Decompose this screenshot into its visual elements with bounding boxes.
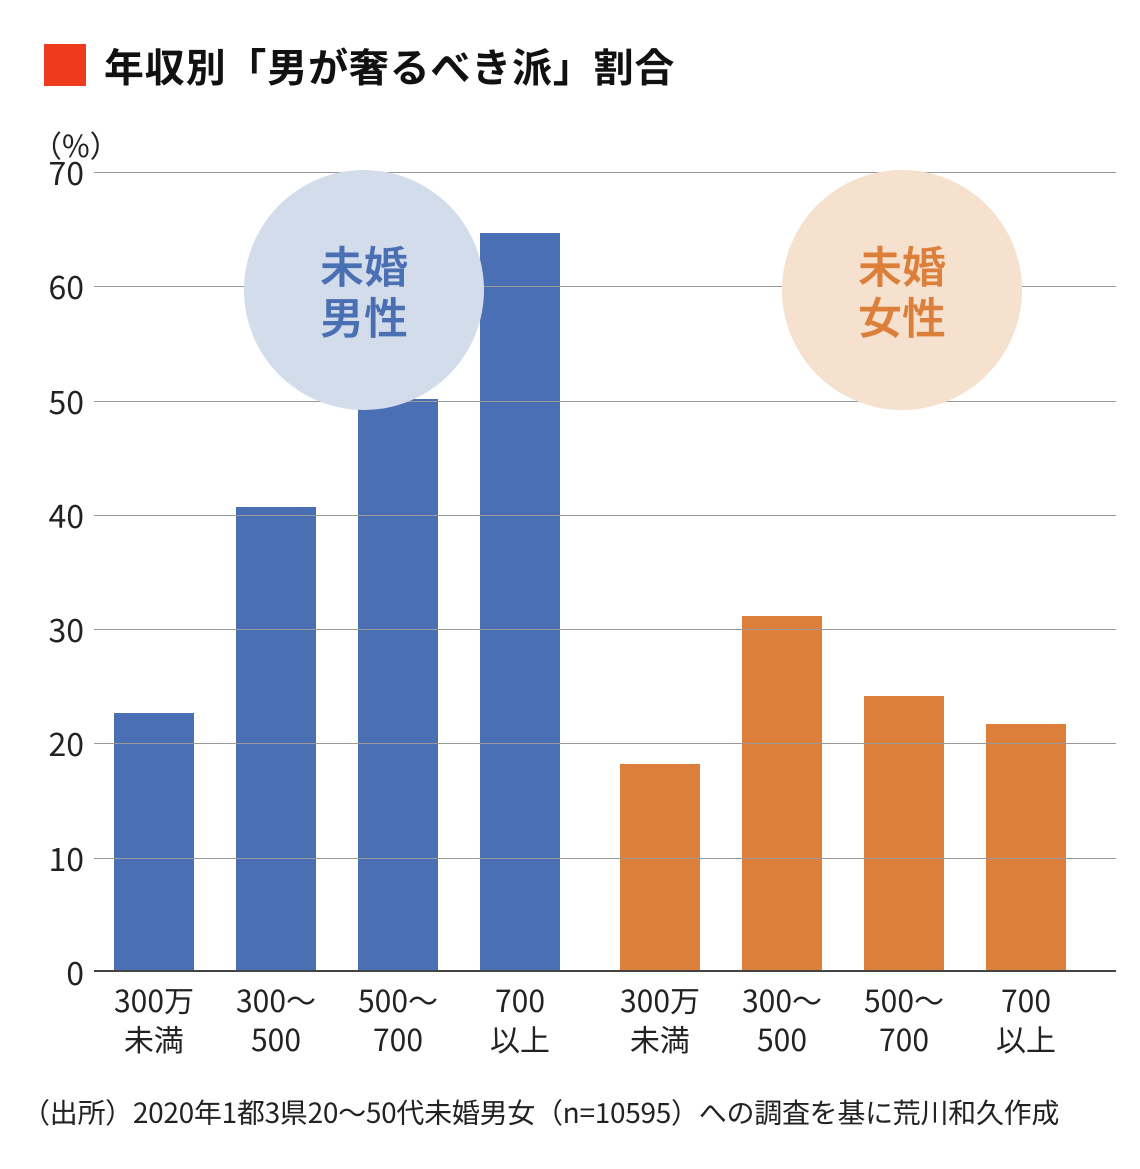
bar-female [620, 764, 700, 970]
y-tick-label: 0 [24, 949, 84, 995]
y-tick-label: 30 [24, 606, 84, 652]
x-label: 300～ 500 [742, 980, 822, 1058]
x-label: 700 以上 [490, 980, 550, 1058]
y-axis: 010203040506070 [24, 172, 94, 972]
bar-male [114, 713, 194, 970]
group-badge-male: 未婚 男性 [244, 170, 484, 410]
gridline [94, 515, 1116, 516]
x-label: 500～ 700 [864, 980, 944, 1058]
x-label: 300～ 500 [236, 980, 316, 1058]
x-label: 300万 未満 [114, 980, 194, 1058]
title-marker-icon [44, 44, 86, 86]
chart-title: 年収別「男が奢るべき派」割合 [104, 36, 675, 94]
y-tick-label: 20 [24, 720, 84, 766]
y-tick-label: 60 [24, 263, 84, 309]
bar-male [236, 507, 316, 970]
y-tick-label: 70 [24, 149, 84, 195]
x-label: 500～ 700 [358, 980, 438, 1058]
gridline [94, 401, 1116, 402]
gridline [94, 172, 1116, 173]
y-axis-unit: （%） [24, 122, 1116, 166]
x-label: 300万 未満 [620, 980, 700, 1058]
bar-male [480, 233, 560, 970]
gridline [94, 858, 1116, 859]
group-badge-female: 未婚 女性 [782, 170, 1022, 410]
bar-female [986, 724, 1066, 970]
bar-female [864, 696, 944, 970]
bar-female [742, 616, 822, 970]
y-tick-label: 10 [24, 835, 84, 881]
gridline [94, 629, 1116, 630]
y-tick-label: 40 [24, 492, 84, 538]
chart-area: 010203040506070 未婚 男性未婚 女性 300万 未満300～ 5… [24, 172, 1116, 972]
chart-title-row: 年収別「男が奢るべき派」割合 [24, 36, 1116, 94]
chart-page: 年収別「男が奢るべき派」割合 （%） 0 10 20 30 40 50 60 70 未婚 男性… [0, 0, 1140, 1169]
bar-male [358, 399, 438, 970]
y-tick-label: 50 [24, 378, 84, 424]
plot-area: 未婚 男性 未婚 女性 [94, 172, 1116, 972]
x-label: 700 以上 [996, 980, 1056, 1058]
gridline [94, 743, 1116, 744]
source-note: （出所）2020年1都3県20～50代未婚男女（n=10595）への調査を基に荒… [22, 1092, 1059, 1132]
